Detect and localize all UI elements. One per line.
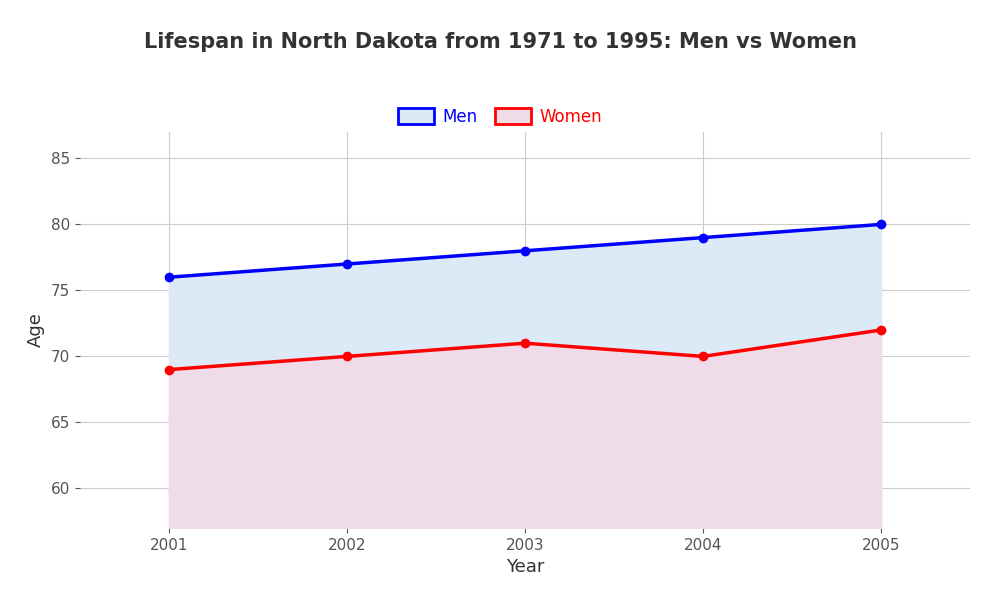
Legend: Men, Women: Men, Women bbox=[391, 101, 609, 133]
X-axis label: Year: Year bbox=[506, 558, 544, 576]
Text: Lifespan in North Dakota from 1971 to 1995: Men vs Women: Lifespan in North Dakota from 1971 to 19… bbox=[144, 32, 856, 52]
Y-axis label: Age: Age bbox=[27, 313, 45, 347]
